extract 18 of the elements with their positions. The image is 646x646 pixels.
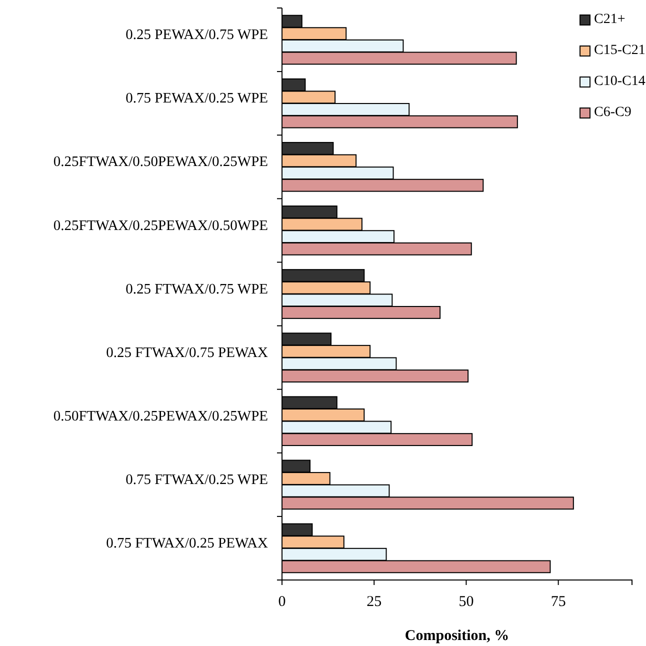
y-tick-label: 0.75 FTWAX/0.25 WPE (126, 472, 268, 488)
y-tick-label: 0.25FTWAX/0.50PEWAX/0.25WPE (53, 154, 268, 170)
y-tick-label: 0.25FTWAX/0.25PEWAX/0.50WPE (53, 218, 268, 234)
y-tick-label: 0.75 FTWAX/0.25 PEWAX (106, 536, 269, 552)
y-tick-label: 0.75 PEWAX/0.25 WPE (126, 90, 268, 107)
x-tick-label: 0 (278, 594, 286, 610)
x-tick-label: 50 (458, 594, 474, 610)
x-tick-label: 25 (366, 594, 382, 610)
legend-label: C21+ (594, 12, 626, 28)
legend-label: C15-C21 (594, 43, 646, 58)
y-tick-label: 0.25 FTWAX/0.75 WPE (126, 281, 268, 298)
legend-label: C10-C14 (594, 74, 646, 90)
legend-label: C6-C9 (594, 105, 632, 120)
y-tick-label: 0.50FTWAX/0.25PEWAX/0.25WPE (53, 408, 268, 424)
x-axis-title: Composition, % (404, 628, 510, 644)
x-tick-label: 75 (550, 594, 566, 610)
y-tick-label: 0.25 PEWAX/0.75 WPE (126, 27, 268, 44)
y-tick-label: 0.25 FTWAX/0.75 PEWAX (106, 344, 269, 361)
